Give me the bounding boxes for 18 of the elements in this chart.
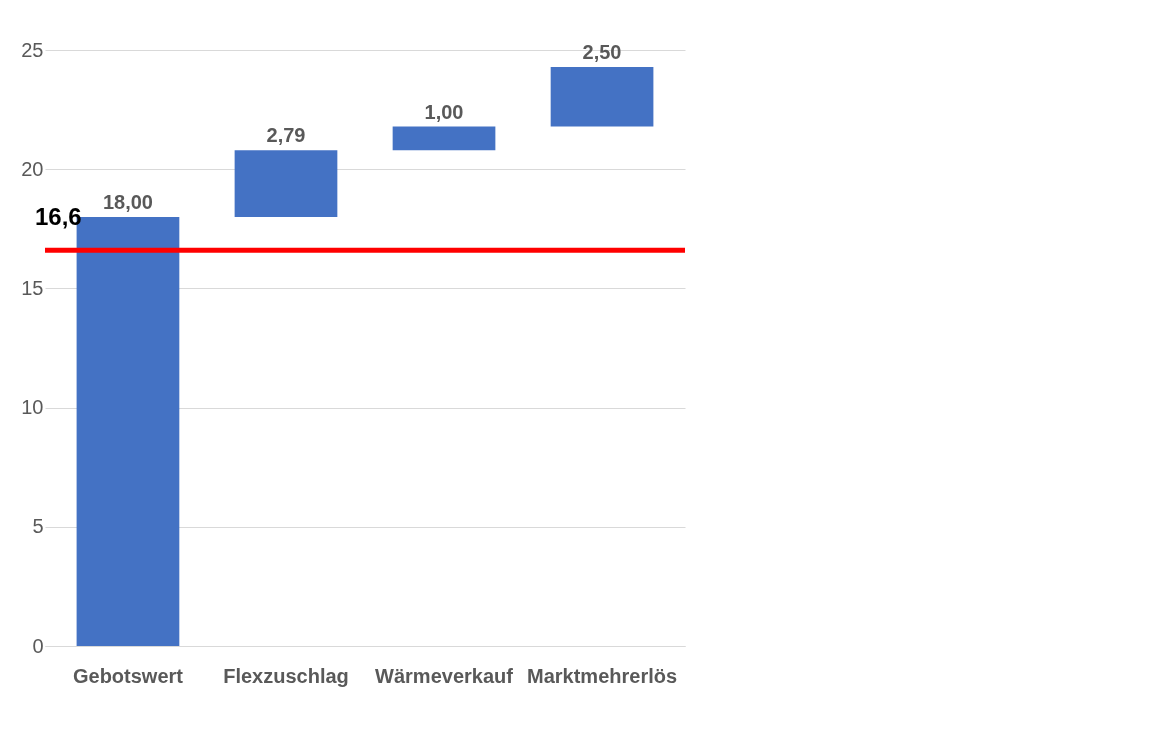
y-tick-label: 20 [21, 157, 44, 180]
x-tick-label: Marktmehrerlös [527, 664, 678, 687]
y-tick-label: 10 [21, 396, 44, 419]
data-label: 2,79 [266, 124, 306, 147]
bar [234, 150, 338, 217]
y-tick-label: 15 [21, 276, 44, 299]
ref-line-label: 16,6 [35, 203, 82, 231]
data-label: 2,50 [582, 40, 622, 63]
y-tick-label: 25 [21, 38, 44, 61]
bar [392, 126, 496, 151]
y-tick-label: 0 [32, 634, 44, 657]
bar [550, 66, 654, 127]
y-tick-label: 5 [32, 515, 44, 538]
data-label: 1,00 [424, 100, 464, 123]
data-label: 18,00 [102, 190, 153, 213]
x-tick-label: Wärmeverkauf [375, 664, 514, 687]
x-tick-label: Gebotswert [72, 664, 184, 687]
x-tick-label: Flexzuschlag [223, 664, 349, 687]
